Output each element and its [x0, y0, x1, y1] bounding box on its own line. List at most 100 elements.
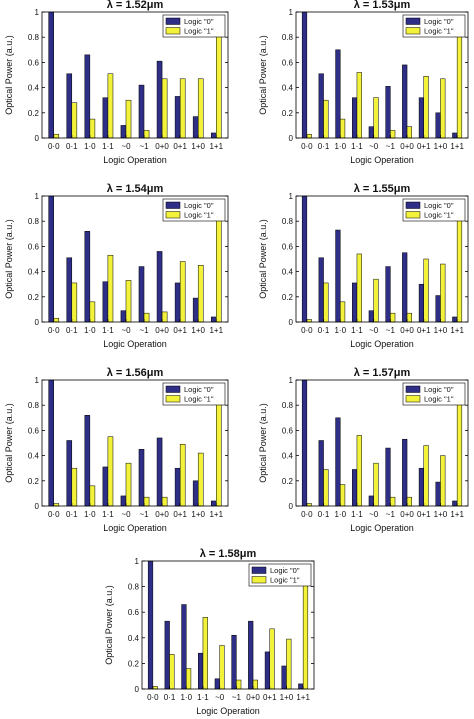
x-tick-label: 1+1 [209, 142, 223, 151]
chart-panel-7: λ = 1.58μm 0 0.2 0.4 0.6 0.8 1 Optical Power (a… [104, 548, 315, 716]
bar-series2-6 [143, 496, 150, 507]
bar-series2-2 [71, 282, 78, 323]
x-axis-label: Logic Operation [350, 523, 414, 533]
y-tick-label: 0.6 [28, 242, 40, 251]
y-tick-label: 0.4 [28, 452, 40, 461]
y-tick-label: 1 [289, 376, 294, 385]
bar-series1-4 [102, 97, 109, 139]
legend-label-1: Logic "0" [424, 385, 454, 394]
bar-series1-2 [318, 257, 324, 323]
bar-series2-9 [197, 265, 204, 323]
bar-series2-10 [302, 569, 309, 690]
bar-series1-7 [402, 64, 408, 139]
y-tick-label: 0.6 [282, 58, 294, 67]
legend-label-2: Logic "1" [424, 211, 454, 220]
x-tick-label: 0+1 [173, 326, 187, 335]
chart-title: λ = 1.58μm [200, 548, 257, 560]
bar-series1-9 [192, 297, 199, 323]
y-tick-label: 0.4 [282, 84, 294, 93]
bar-series2-4 [107, 73, 114, 139]
bar-series2-7 [406, 312, 412, 323]
bar-series2-7 [161, 311, 168, 323]
x-tick-label: 0·1 [66, 326, 78, 335]
bar-series2-7 [252, 679, 258, 690]
x-tick-label: ~1 [386, 142, 396, 151]
x-tick-label: 1+0 [434, 326, 448, 335]
bar-series2-1 [306, 133, 312, 139]
legend-swatch-1 [165, 385, 181, 393]
y-tick-label: 0.4 [282, 452, 294, 461]
bar-series2-5 [373, 97, 379, 139]
bar-series2-5 [125, 99, 132, 139]
legend-label-2: Logic "1" [184, 211, 214, 220]
y-tick-label: 0.8 [282, 401, 294, 410]
x-tick-label: ~1 [232, 693, 242, 702]
x-tick-label: 0+0 [400, 142, 414, 151]
y-tick-label: 0.6 [28, 426, 40, 435]
y-axis-label: Optical Power (a.u.) [258, 403, 268, 483]
x-tick-label: 0·1 [66, 510, 78, 519]
x-tick-label: 0+1 [417, 142, 431, 151]
chart-title: λ = 1.53μm [354, 0, 411, 11]
x-tick-label: 1·0 [334, 510, 346, 519]
legend-label-1: Logic "0" [424, 201, 454, 210]
bar-series1-9 [281, 665, 287, 690]
bar-series1-6 [138, 449, 145, 507]
bar-series1-3 [84, 54, 91, 139]
bar-series1-2 [66, 257, 73, 323]
bar-series1-9 [435, 481, 441, 507]
x-tick-label: ~0 [121, 326, 131, 335]
x-tick-label: 0+0 [155, 510, 169, 519]
bar-series1-6 [385, 86, 391, 139]
legend-swatch-2 [165, 211, 181, 219]
bar-series2-5 [125, 280, 132, 323]
x-tick-label: 0·0 [301, 326, 313, 335]
y-tick-label: 1 [35, 8, 40, 17]
bar-series2-8 [423, 258, 429, 323]
axes-box [41, 11, 229, 139]
x-tick-label: 1·0 [334, 142, 346, 151]
bar-series1-4 [352, 282, 358, 323]
x-tick-label: 0·0 [301, 510, 313, 519]
bar-series2-4 [107, 254, 114, 323]
bar-series2-9 [197, 78, 204, 139]
x-tick-label: 0+1 [417, 510, 431, 519]
bar-series2-4 [356, 72, 362, 139]
bar-series1-5 [368, 495, 374, 507]
axes-box [41, 195, 229, 323]
y-tick-label: 0.8 [28, 33, 40, 42]
bar-series1-8 [418, 467, 424, 507]
bar-series2-3 [89, 485, 96, 507]
bar-series2-2 [323, 282, 329, 323]
bar-series1-5 [120, 125, 127, 139]
bar-series2-5 [219, 645, 225, 690]
chart-title: λ = 1.54μm [107, 183, 164, 195]
legend-swatch-2 [165, 395, 181, 403]
y-tick-label: 0 [289, 134, 294, 143]
bar-series2-2 [169, 654, 175, 690]
x-tick-label: 0+1 [417, 326, 431, 335]
x-tick-label: 1+0 [191, 326, 205, 335]
legend-label-2: Logic "1" [424, 395, 454, 404]
bar-series1-5 [120, 495, 127, 507]
bar-series1-1 [301, 11, 308, 139]
x-tick-label: ~0 [121, 510, 131, 519]
bar-series1-1 [48, 11, 54, 139]
x-tick-label: 0+1 [173, 510, 187, 519]
bar-series2-7 [406, 496, 412, 507]
axes-box [41, 379, 229, 507]
bar-series1-9 [192, 480, 199, 507]
x-tick-label: 1·1 [197, 693, 209, 702]
bar-series1-10 [210, 132, 217, 139]
legend-swatch-2 [405, 211, 421, 219]
legend-swatch-2 [165, 27, 181, 35]
bar-series1-6 [138, 266, 145, 323]
bar-series1-7 [402, 252, 408, 323]
bar-series2-4 [202, 617, 208, 690]
x-tick-label: 0+0 [400, 326, 414, 335]
bar-series2-5 [373, 278, 379, 323]
x-axis-label: Logic Operation [103, 523, 167, 533]
bar-series1-8 [174, 282, 181, 323]
y-tick-label: 0.4 [128, 634, 140, 643]
y-axis-label: Optical Power (a.u.) [4, 403, 14, 483]
